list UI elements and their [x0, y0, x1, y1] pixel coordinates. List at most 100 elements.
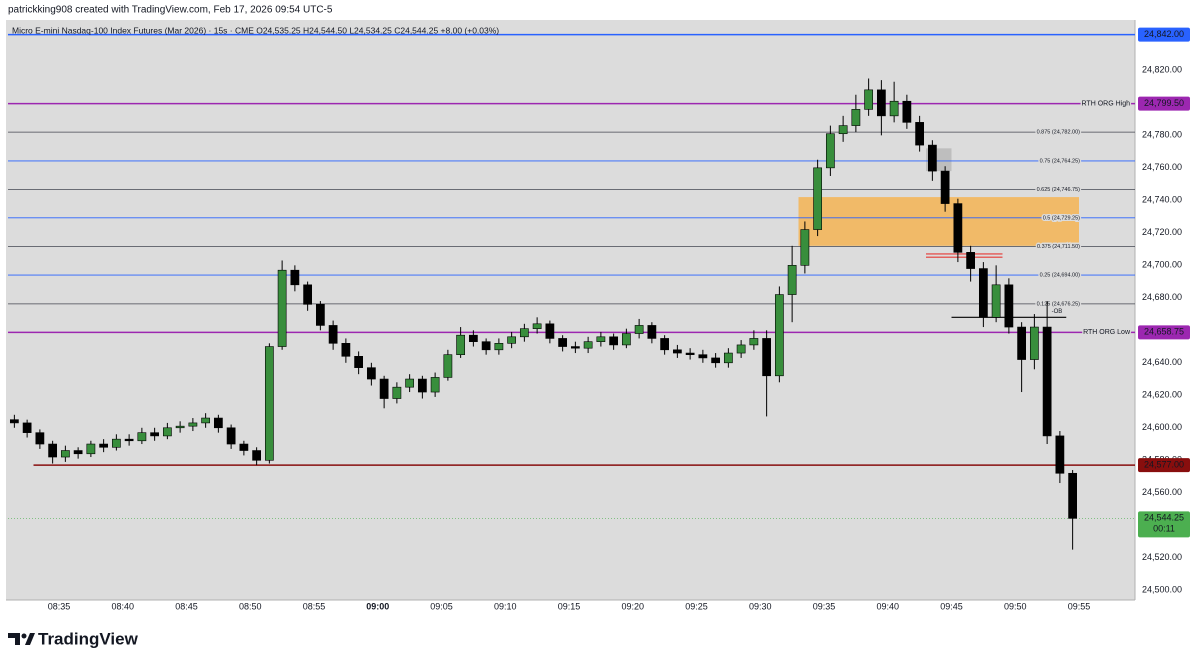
candle-body	[749, 338, 759, 346]
brand-logo	[8, 633, 35, 645]
candle-body	[341, 343, 351, 357]
price-badge	[1138, 96, 1190, 111]
candle-body	[430, 377, 440, 393]
x-tick-label: 09:25	[685, 601, 708, 611]
fib-level-label: 0.125 (24,676.25)	[1037, 301, 1081, 307]
candle-body	[978, 268, 988, 318]
candle-body	[711, 357, 721, 364]
candle-body	[48, 443, 58, 458]
logo-slash	[25, 633, 35, 645]
candle-body	[137, 432, 147, 442]
x-tick-label: 08:40	[111, 601, 134, 611]
candle-body	[86, 443, 96, 455]
candle-body	[609, 336, 619, 346]
price-badge-label: 24,799.50	[1144, 98, 1184, 108]
candle-body	[647, 325, 657, 339]
candle-body	[22, 422, 32, 433]
candle-body	[532, 323, 542, 329]
plot-area	[6, 20, 1135, 600]
y-tick-label: 24,720.00	[1142, 227, 1182, 237]
y-tick-label: 24,740.00	[1142, 195, 1182, 205]
y-tick-label: 24,600.00	[1142, 422, 1182, 432]
candle-body	[1055, 435, 1065, 474]
candle-body	[239, 443, 249, 451]
candle-body	[111, 438, 121, 448]
fib-level-label: 0.875 (24,782.00)	[1037, 130, 1081, 136]
price-badge	[1138, 27, 1190, 42]
x-tick-label: 09:20	[621, 601, 644, 611]
x-tick-label: 08:35	[48, 601, 71, 611]
candle-body	[468, 334, 478, 342]
candle-body	[328, 325, 338, 344]
candle-body	[889, 100, 899, 117]
x-tick-label: 08:45	[175, 601, 198, 611]
candle-body	[315, 304, 325, 326]
price-badge-label: 24,842.00	[1144, 29, 1184, 39]
y-tick-label: 24,520.00	[1142, 552, 1182, 562]
fib-level-label: 0.5 (24,729.25)	[1043, 215, 1080, 221]
candle-body	[940, 170, 950, 204]
fib-level-label: 0.625 (24,746.75)	[1037, 187, 1081, 193]
candle-body	[354, 356, 364, 368]
candle-body	[927, 144, 937, 172]
logo-mark	[8, 633, 20, 645]
price-badge-label: 24,544.25	[1144, 513, 1184, 523]
fib-level-label: 0.75 (24,764.25)	[1040, 158, 1081, 164]
price-badge	[1138, 325, 1190, 340]
candle-body	[864, 89, 874, 110]
price-badge	[1138, 458, 1190, 473]
candle-body	[1029, 326, 1039, 360]
candle-body	[723, 352, 733, 364]
candle-body	[698, 354, 708, 359]
y-tick-label: 24,620.00	[1142, 390, 1182, 400]
candle-body	[252, 450, 262, 461]
candle-body	[800, 229, 810, 266]
candle-body	[481, 341, 491, 351]
candle-body	[201, 417, 211, 424]
candle-body	[876, 89, 886, 117]
candle-body	[392, 386, 402, 399]
price-badge-label: 24,577.00	[1144, 460, 1184, 470]
x-tick-label: 09:40	[876, 601, 899, 611]
candle-body	[966, 252, 976, 269]
candle-body	[405, 378, 415, 388]
candle-body	[456, 334, 466, 355]
candle-body	[417, 378, 427, 393]
candle-body	[150, 432, 160, 437]
brand-name: TradingView	[38, 629, 139, 648]
fib-level-label: 0.375 (24,711.50)	[1037, 244, 1080, 250]
candle-body	[991, 284, 1001, 318]
candle-body	[1004, 284, 1014, 328]
x-tick-label: 09:30	[749, 601, 772, 611]
y-tick-label: 24,560.00	[1142, 487, 1182, 497]
candle-body	[366, 367, 376, 380]
candle-body	[660, 338, 670, 351]
x-tick-label: 09:00	[366, 601, 389, 611]
logo-dot	[21, 633, 27, 639]
price-line-name: RTH ORG High	[1082, 101, 1131, 108]
candle-body	[175, 425, 185, 429]
candle-body	[672, 349, 682, 354]
candle-body	[1017, 326, 1027, 360]
candle-body	[634, 325, 644, 334]
x-tick-label: 09:45	[940, 601, 963, 611]
candle-body	[583, 341, 593, 349]
candle-body	[290, 269, 300, 286]
candle-body	[264, 346, 274, 461]
candle-body	[9, 419, 19, 424]
candle-body	[621, 333, 631, 346]
candle-body	[902, 100, 912, 123]
candle-body	[596, 336, 606, 342]
candle-body	[825, 133, 835, 169]
candle-body	[99, 443, 109, 448]
candle-body	[838, 125, 848, 135]
candle-body	[379, 378, 389, 399]
y-tick-label: 24,640.00	[1142, 357, 1182, 367]
candle-body	[813, 167, 823, 230]
price-countdown: 00:11	[1153, 524, 1175, 534]
candle-body	[787, 265, 797, 295]
y-tick-label: 24,500.00	[1142, 585, 1182, 595]
x-tick-label: 09:15	[558, 601, 581, 611]
